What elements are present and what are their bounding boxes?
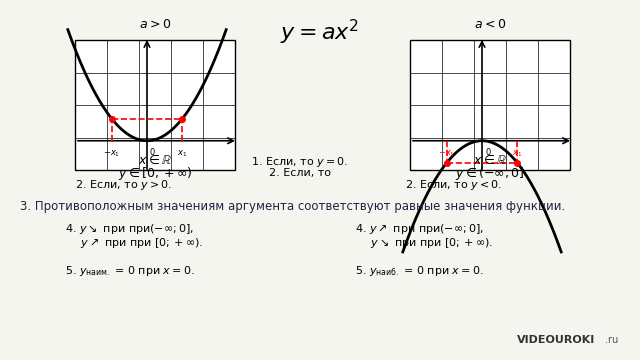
Bar xyxy=(75,40,235,170)
Text: 0: 0 xyxy=(150,148,156,157)
Bar xyxy=(410,40,570,170)
Text: $y = ax^2$: $y = ax^2$ xyxy=(280,18,360,47)
Text: $a < 0$: $a < 0$ xyxy=(474,18,506,31)
Text: $x_1$: $x_1$ xyxy=(177,149,188,159)
Text: $y \in (-\infty; 0]$: $y \in (-\infty; 0]$ xyxy=(455,165,525,182)
Text: .ru: .ru xyxy=(605,335,618,345)
Text: 5. $y_{\rm наим.}$ = 0 при $x = 0$.: 5. $y_{\rm наим.}$ = 0 при $x = 0$. xyxy=(65,264,195,278)
Text: $y \searrow$ при при $[0; +\infty)$.: $y \searrow$ при при $[0; +\infty)$. xyxy=(370,236,493,250)
Text: 5. $y_{\rm наиб.}$ = 0 при $x = 0$.: 5. $y_{\rm наиб.}$ = 0 при $x = 0$. xyxy=(355,264,484,278)
Text: VIDEOUROKI: VIDEOUROKI xyxy=(516,335,595,345)
Text: 2. Если, то: 2. Если, то xyxy=(269,168,331,178)
Text: $x \in \mathbb{R}$: $x \in \mathbb{R}$ xyxy=(473,153,507,167)
Text: $x \in \mathbb{R}$: $x \in \mathbb{R}$ xyxy=(138,153,172,167)
Text: 2. Если, то $y < 0$.: 2. Если, то $y < 0$. xyxy=(405,178,502,192)
Text: 2. Если, то $y > 0$.: 2. Если, то $y > 0$. xyxy=(75,178,172,192)
Text: $x_1$: $x_1$ xyxy=(512,149,522,159)
Text: $y \nearrow$ при при $[0; +\infty)$.: $y \nearrow$ при при $[0; +\infty)$. xyxy=(80,236,204,250)
Text: $y \in [0; +\infty)$: $y \in [0; +\infty)$ xyxy=(118,165,192,182)
Text: 4. $y \searrow$ при при$(-\infty; 0]$,: 4. $y \searrow$ при при$(-\infty; 0]$, xyxy=(65,222,194,236)
Text: 1. Если, то $y = 0$.: 1. Если, то $y = 0$. xyxy=(252,155,349,169)
Text: $-x_1$: $-x_1$ xyxy=(103,149,120,159)
Text: $a > 0$: $a > 0$ xyxy=(139,18,171,31)
Text: 0: 0 xyxy=(485,148,490,157)
Text: $-x_1$: $-x_1$ xyxy=(438,149,455,159)
Text: 4. $y \nearrow$ при при$(-\infty; 0]$,: 4. $y \nearrow$ при при$(-\infty; 0]$, xyxy=(355,222,484,236)
Text: 3. Противоположным значениям аргумента соответствуют равные значения функции.: 3. Противоположным значениям аргумента с… xyxy=(20,200,565,213)
